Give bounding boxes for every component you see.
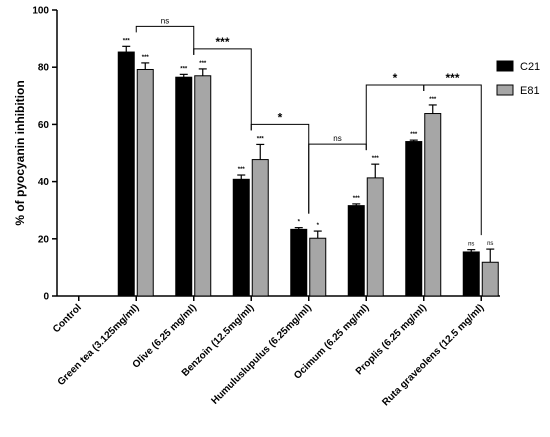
legend-label-e81: E81 [520,85,540,97]
comparison-label: * [393,71,398,85]
y-tick-label: 100 [32,6,49,17]
y-tick-label: 80 [38,63,50,74]
significance-label: ns [468,242,474,248]
comparison-bracket [308,143,367,214]
bar-e81 [481,261,499,297]
comparison-bracket [423,84,482,236]
bar-c21 [175,76,193,297]
legend-swatch-c21 [496,60,514,72]
bar-c21 [405,141,423,297]
significance-label: *** [142,55,150,61]
significance-label: *** [372,156,380,162]
y-tick-label: 60 [38,120,50,131]
category-label: Humuluslupulus (6.25mg/ml) [209,302,313,406]
bar-c21 [232,178,250,297]
significance-label: *** [353,196,361,202]
bar-e81 [424,113,442,297]
significance-label: *** [429,97,437,103]
comparison-label: ns [333,134,341,143]
comparison-label: ns [161,16,169,25]
bar-c21 [347,205,365,297]
category-label: Ruta graveolens (12.5 mg/ml) [380,302,486,408]
legend-label-c21: C21 [520,61,540,73]
bar-e81 [194,75,212,297]
significance-label: *** [180,66,188,72]
comparison-label: *** [215,35,229,49]
comparison-bracket [135,25,195,55]
bar-e81 [366,177,384,297]
significance-label: *** [199,61,207,67]
significance-label: *** [410,132,418,138]
significance-label: *** [123,38,131,44]
significance-label: ns [487,241,493,247]
bar-e81 [136,68,154,297]
category-label: Olive (6.25 mg/ml) [131,302,199,370]
category-label: Control [51,302,84,335]
comparison-label: *** [445,71,459,85]
y-tick-label: 40 [38,177,50,188]
comparison-brackets: ns****ns* *** [135,16,482,236]
bar-e81 [251,159,269,297]
significance-label: * [317,223,320,229]
bars [117,45,499,297]
comparison-label: * [278,110,283,124]
bar-c21 [117,51,135,297]
comparison-bracket [193,48,252,131]
y-tick-label: 0 [43,292,49,303]
y-axis-label: % of pyocyanin inhibition [13,80,27,225]
bar-e81 [309,237,327,297]
significance-label: *** [238,167,246,173]
bar-c21 [462,251,480,297]
legend-swatch-e81 [496,84,514,96]
y-tick-label: 20 [38,234,50,245]
significance-label: * [298,220,301,226]
legend: C21 E81 [496,60,540,97]
bar-c21 [290,228,308,297]
labels: ****************ns****************ns [123,38,494,247]
significance-label: *** [257,136,265,142]
